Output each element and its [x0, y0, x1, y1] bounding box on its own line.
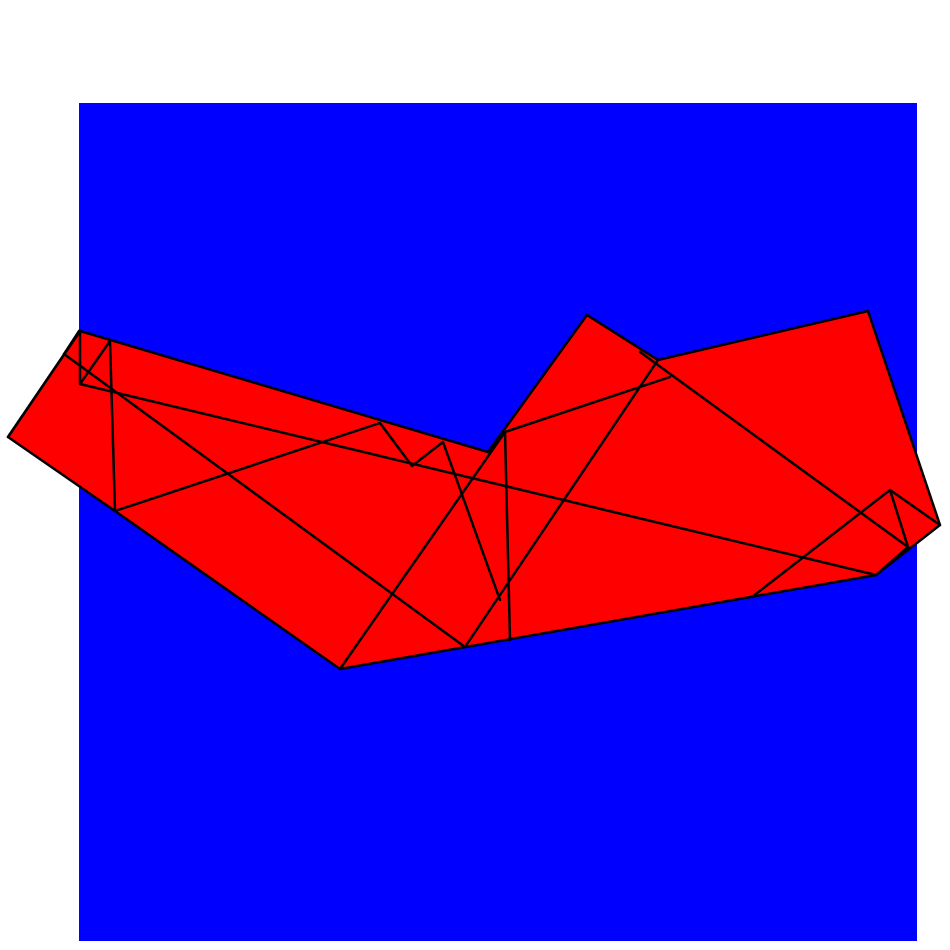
crease-line [62, 329, 81, 356]
crease-line [638, 350, 910, 549]
crease-line [78, 382, 878, 577]
crease-line [874, 488, 910, 577]
crease-line [62, 352, 467, 649]
crease-lines [6, 313, 942, 671]
crease-line [78, 329, 117, 513]
crease-line [503, 375, 672, 434]
crease-line [463, 313, 660, 649]
